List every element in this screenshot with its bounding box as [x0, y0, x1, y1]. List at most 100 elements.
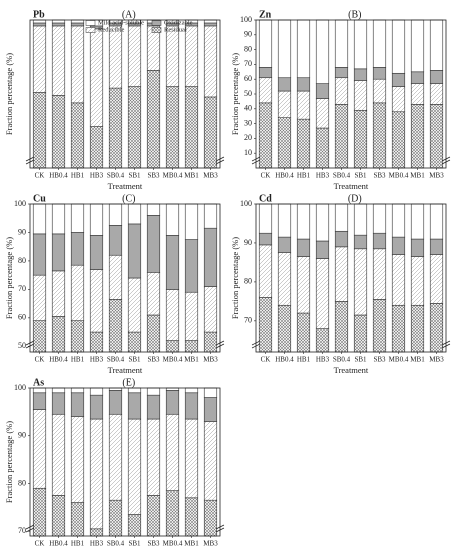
bar-segment	[51, 22, 66, 27]
y-tick-label: 80	[244, 277, 252, 286]
bar-segment	[89, 235, 104, 270]
x-tick-label: HB1	[71, 540, 85, 548]
bar-segment	[410, 238, 425, 257]
plot-frame	[255, 203, 447, 353]
bar-segment	[108, 499, 123, 537]
bar-segment	[108, 254, 123, 300]
bar-segment	[258, 297, 273, 353]
x-tick-label: SB3	[147, 356, 160, 364]
bar-segment	[277, 90, 292, 118]
bar-segment	[127, 25, 142, 87]
bar-segment	[70, 102, 85, 169]
bar-segment	[372, 232, 387, 250]
bar-segment	[203, 387, 218, 398]
bar-segment	[410, 304, 425, 353]
y-axis-title: Fraction percentage (%)	[4, 421, 14, 503]
bar-segment	[258, 244, 273, 298]
x-axis-title: Treatment	[334, 365, 369, 375]
plot-frame	[29, 203, 221, 353]
panel: CK HB0.4 HB1 HB3 SB0.4 SB1 SB3 MB0.4 MB1 MB3 70 80 9…	[4, 377, 225, 550]
bar-segment	[32, 25, 47, 93]
legend-swatch	[151, 27, 162, 33]
y-tick-label: 100	[14, 199, 26, 208]
bar-segment	[410, 71, 425, 84]
bar-segment	[391, 203, 406, 238]
x-tick-label: SB0.4	[107, 540, 125, 548]
bar-segment	[296, 19, 311, 79]
y-tick-label: 50	[18, 341, 26, 350]
axis-break	[25, 524, 35, 533]
bar-segment	[146, 215, 161, 273]
bar-segment	[184, 497, 199, 537]
bar-segment	[334, 77, 349, 105]
bar-segment	[296, 90, 311, 120]
x-tick-label: SB0.4	[333, 172, 351, 180]
bar-segment	[32, 22, 47, 27]
legend-swatch	[85, 20, 96, 26]
bar-segment	[184, 86, 199, 169]
panel-label: (E)	[122, 377, 135, 388]
bar-segment	[184, 25, 199, 87]
bar-segment	[203, 25, 218, 98]
x-tick-label: CK	[35, 540, 45, 548]
legend-label: Reducible	[98, 26, 124, 33]
legend-label: Oxidizable	[164, 19, 193, 26]
bar-segment	[277, 252, 292, 306]
bar-segment	[296, 312, 311, 353]
x-tick-label: HB0.4	[49, 540, 68, 548]
y-tick-label: 70	[244, 316, 252, 325]
y-tick-label: 50	[244, 89, 252, 98]
bar-segment	[51, 19, 66, 24]
bar-segment	[429, 83, 444, 105]
bar-segment	[127, 418, 142, 515]
axis-break	[441, 156, 451, 165]
y-axis-title: Fraction percentage (%)	[4, 53, 14, 135]
panel-title: Cu	[33, 193, 46, 204]
axis-break	[215, 156, 225, 165]
bar-segment	[372, 102, 387, 169]
bar-segment	[277, 304, 292, 353]
x-tick-label: CK	[35, 172, 45, 180]
x-tick-label: CK	[35, 356, 45, 364]
x-tick-label: SB1	[128, 540, 141, 548]
bar-segment	[296, 238, 311, 257]
bar-segment	[70, 22, 85, 27]
bar-segment	[165, 413, 180, 491]
y-tick-label: 70	[18, 284, 26, 293]
x-tick-label: SB1	[354, 356, 367, 364]
x-tick-label: HB3	[90, 172, 104, 180]
panel-title: As	[33, 377, 44, 388]
bar-segment	[353, 80, 368, 111]
bar-segment	[277, 236, 292, 253]
axis-break	[251, 340, 261, 349]
bar-segment	[429, 104, 444, 169]
bar-segment	[89, 387, 104, 396]
x-tick-label: HB1	[297, 172, 311, 180]
bar-segment	[108, 87, 123, 169]
bar-segment	[70, 232, 85, 266]
bar-segment	[184, 203, 199, 240]
bar-segment	[410, 19, 425, 73]
bar-segment	[429, 203, 444, 240]
bar-segment	[315, 127, 330, 169]
bar-segment	[353, 109, 368, 169]
panel: CK HB0.4 HB1 HB3 SB0.4 SB1 SB3 MB0.4 MB1 MB3 70 80 9…	[230, 193, 451, 375]
x-tick-label: MB1	[410, 356, 425, 364]
x-tick-label: MB1	[410, 172, 425, 180]
bar-segment	[334, 203, 349, 232]
bar-segment	[184, 340, 199, 353]
x-tick-label: HB0.4	[275, 172, 294, 180]
bar-segment	[391, 72, 406, 87]
bar-segment	[203, 203, 218, 229]
bar-segment	[410, 203, 425, 240]
bar-segment	[429, 19, 444, 71]
bar-segment	[334, 104, 349, 169]
bar-segment	[146, 203, 161, 216]
bar-segment	[203, 96, 218, 169]
x-tick-label: HB3	[316, 356, 330, 364]
bar-segment	[70, 392, 85, 417]
bar-segment	[184, 291, 199, 341]
x-tick-label: MB3	[203, 540, 218, 548]
bar-segment	[32, 487, 47, 537]
legend-label: Residual	[164, 26, 187, 33]
